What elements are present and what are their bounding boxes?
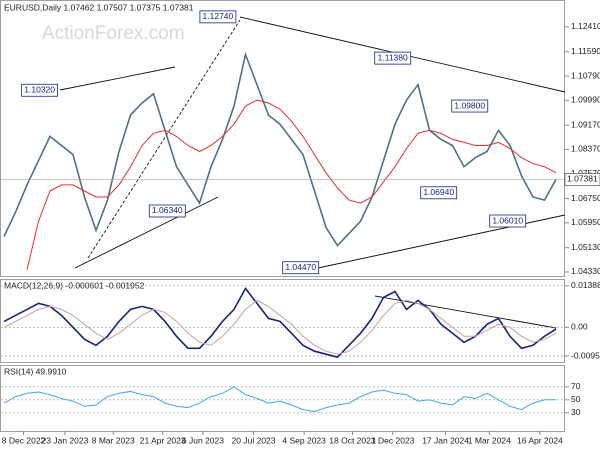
trendline: [374, 295, 557, 329]
x-tick-label: 23 Jan 2023: [42, 435, 89, 445]
y-tick-label: 1.05130: [571, 242, 600, 252]
annotation-box: [282, 261, 320, 275]
y-tick-label: 70: [571, 381, 581, 391]
y-tick-label: 50: [571, 394, 581, 404]
trendline: [59, 66, 176, 91]
y-tick-label: 30: [571, 407, 581, 417]
series-line: [26, 99, 557, 270]
y-tick-label: 0.013886: [571, 280, 600, 290]
last-price-box: [564, 173, 600, 186]
y-tick-label: 1.11590: [571, 46, 600, 56]
last-price-label: 1.07381: [567, 174, 598, 184]
y-tick-label: 1.06750: [571, 193, 600, 203]
x-tick-label: 20 Jul 2023: [232, 435, 276, 445]
annotation-box: [148, 204, 186, 218]
panel-title: RSI(14) 49.9910: [4, 366, 67, 376]
series-line: [3, 299, 557, 355]
trendline: [87, 19, 241, 259]
y-tick-label: -0.009599: [571, 350, 600, 360]
y-tick-label: 1.08370: [571, 144, 600, 154]
annotation-box: [451, 99, 489, 113]
annotation-label: 1.06010: [492, 215, 523, 225]
trendline: [74, 196, 219, 269]
rsi-panel: [0, 365, 565, 432]
y-tick-label: 0.00: [571, 322, 588, 332]
y-tick-label: 1.09990: [571, 95, 600, 105]
annotation-label: 1.06340: [152, 205, 183, 215]
annotation-label: 1.06940: [423, 187, 454, 197]
x-tick-label: 21 Apr 2023: [140, 435, 186, 445]
price-panel: [0, 0, 565, 277]
annotation-label: 1.09800: [454, 100, 485, 110]
x-tick-label: 8 Mar 2023: [92, 435, 135, 445]
annotation-box: [374, 51, 412, 65]
x-tick-label: 4 Sep 2023: [282, 435, 326, 445]
annotation-box: [21, 83, 59, 97]
series-line: [3, 287, 557, 359]
y-tick-label: 1.07570: [571, 168, 600, 178]
y-tick-label: 1.09170: [571, 119, 600, 129]
annotation-box: [199, 10, 237, 24]
x-tick-label: 18 Oct 2023: [329, 435, 376, 445]
chart-title: EURUSD,Daily 1.07462 1.07507 1.07375 1.0…: [4, 2, 194, 12]
series-line: [3, 386, 556, 413]
annotation-box: [420, 186, 458, 200]
annotation-label: 1.04470: [285, 262, 316, 272]
y-tick-label: 1.04330: [571, 266, 600, 276]
series-line: [3, 51, 557, 247]
x-tick-label: 8 Dec 2022: [2, 435, 46, 445]
watermark: ActionForex.com: [42, 23, 185, 44]
annotation-label: 1.12740: [203, 11, 234, 21]
x-tick-label: 1 Dec 2023: [371, 435, 415, 445]
x-tick-label: 16 Apr 2024: [517, 435, 563, 445]
y-tick-label: 1.12410: [571, 21, 600, 31]
annotation-label: 1.10320: [24, 85, 55, 95]
y-tick-label: 1.10790: [571, 70, 600, 80]
annotation-label: 1.11380: [378, 52, 408, 62]
x-tick-label: 17 Jan 2024: [422, 435, 469, 445]
x-tick-label: 6 Jun 2023: [182, 435, 224, 445]
y-tick-label: 1.05950: [571, 217, 600, 227]
panel-title: MACD(12,26,9) -0.000601 -0.001952: [4, 280, 145, 290]
x-tick-label: 1 Mar 2024: [468, 435, 511, 445]
macd-panel: [0, 279, 565, 363]
annotation-box: [489, 214, 527, 228]
